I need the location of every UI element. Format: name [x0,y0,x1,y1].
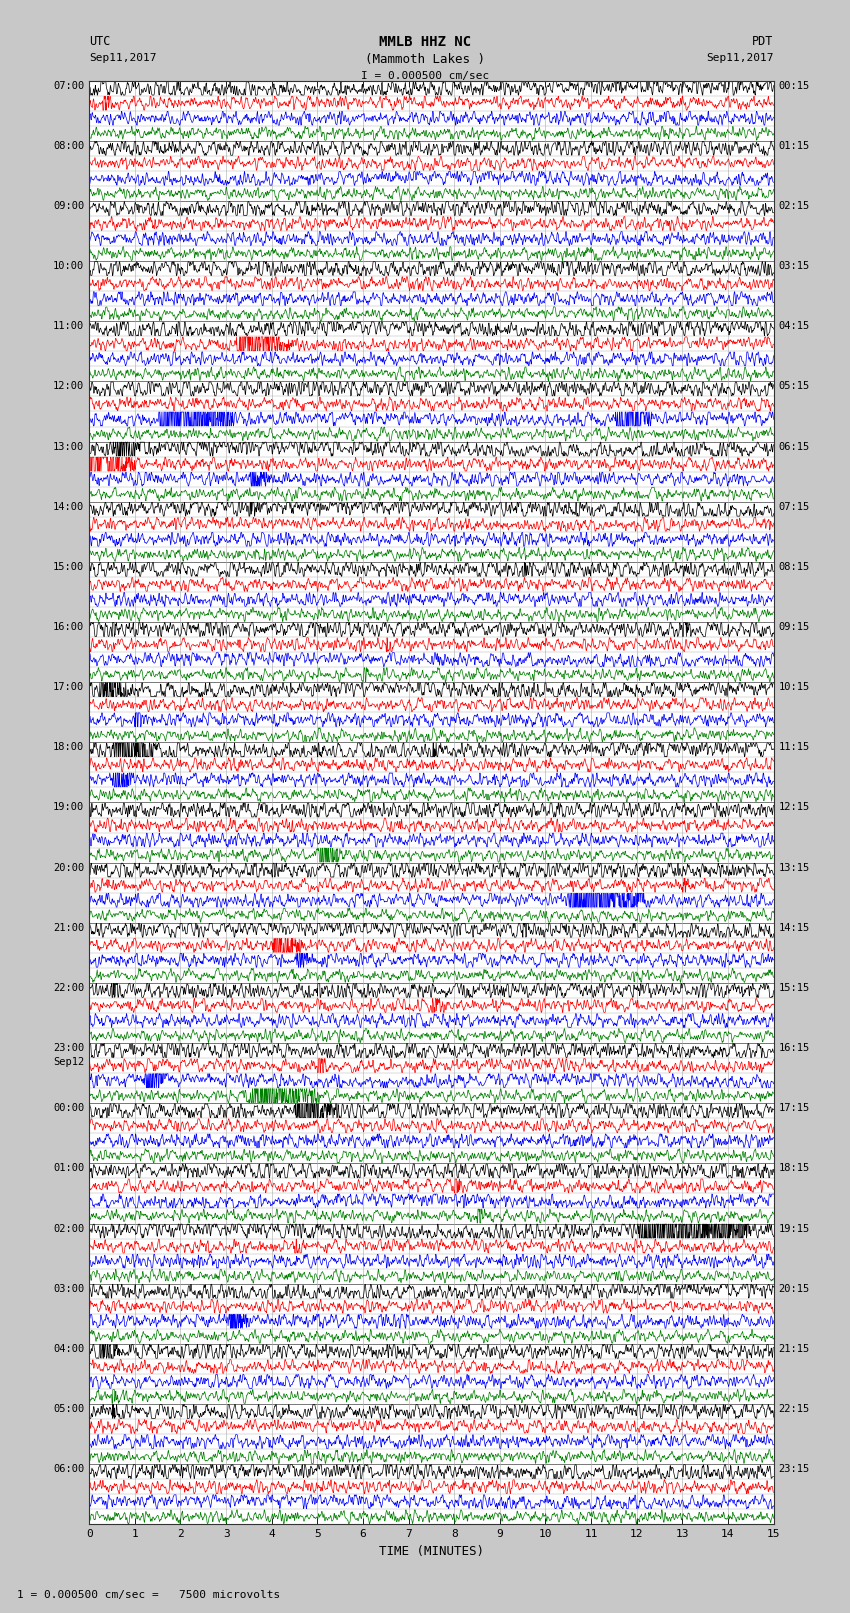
Text: 18:00: 18:00 [53,742,84,752]
Text: 15:00: 15:00 [53,561,84,573]
Text: 10:15: 10:15 [779,682,810,692]
Text: 07:15: 07:15 [779,502,810,511]
Text: Sep12: Sep12 [53,1057,84,1066]
Text: 21:00: 21:00 [53,923,84,932]
Text: 23:15: 23:15 [779,1465,810,1474]
Text: 09:15: 09:15 [779,623,810,632]
Text: 18:15: 18:15 [779,1163,810,1173]
Text: 06:00: 06:00 [53,1465,84,1474]
Text: 02:00: 02:00 [53,1224,84,1234]
Text: 16:15: 16:15 [779,1044,810,1053]
Text: 12:00: 12:00 [53,381,84,392]
Text: 03:00: 03:00 [53,1284,84,1294]
Text: 01:15: 01:15 [779,140,810,150]
Text: 22:15: 22:15 [779,1403,810,1415]
X-axis label: TIME (MINUTES): TIME (MINUTES) [379,1545,484,1558]
Text: 06:15: 06:15 [779,442,810,452]
Text: 00:00: 00:00 [53,1103,84,1113]
Text: 00:15: 00:15 [779,81,810,90]
Text: 14:15: 14:15 [779,923,810,932]
Text: 04:00: 04:00 [53,1344,84,1353]
Text: 13:00: 13:00 [53,442,84,452]
Text: 13:15: 13:15 [779,863,810,873]
Text: 17:15: 17:15 [779,1103,810,1113]
Text: 02:15: 02:15 [779,202,810,211]
Text: 08:00: 08:00 [53,140,84,150]
Text: 04:15: 04:15 [779,321,810,331]
Text: 08:15: 08:15 [779,561,810,573]
Text: Sep11,2017: Sep11,2017 [89,53,156,63]
Text: 15:15: 15:15 [779,982,810,994]
Text: 09:00: 09:00 [53,202,84,211]
Text: 12:15: 12:15 [779,803,810,813]
Text: 19:15: 19:15 [779,1224,810,1234]
Text: MMLB HHZ NC: MMLB HHZ NC [379,35,471,50]
Text: 22:00: 22:00 [53,982,84,994]
Text: 03:15: 03:15 [779,261,810,271]
Text: 11:15: 11:15 [779,742,810,752]
Text: 07:00: 07:00 [53,81,84,90]
Text: 20:15: 20:15 [779,1284,810,1294]
Text: 05:15: 05:15 [779,381,810,392]
Text: 01:00: 01:00 [53,1163,84,1173]
Text: 23:00: 23:00 [53,1044,84,1053]
Text: I = 0.000500 cm/sec: I = 0.000500 cm/sec [361,71,489,81]
Text: 05:00: 05:00 [53,1403,84,1415]
Text: 17:00: 17:00 [53,682,84,692]
Text: 1 = 0.000500 cm/sec =   7500 microvolts: 1 = 0.000500 cm/sec = 7500 microvolts [17,1590,280,1600]
Text: 14:00: 14:00 [53,502,84,511]
Text: 10:00: 10:00 [53,261,84,271]
Text: 20:00: 20:00 [53,863,84,873]
Text: 19:00: 19:00 [53,803,84,813]
Text: 16:00: 16:00 [53,623,84,632]
Text: 11:00: 11:00 [53,321,84,331]
Text: UTC: UTC [89,35,110,48]
Text: PDT: PDT [752,35,774,48]
Text: 21:15: 21:15 [779,1344,810,1353]
Text: (Mammoth Lakes ): (Mammoth Lakes ) [365,53,485,66]
Text: Sep11,2017: Sep11,2017 [706,53,774,63]
